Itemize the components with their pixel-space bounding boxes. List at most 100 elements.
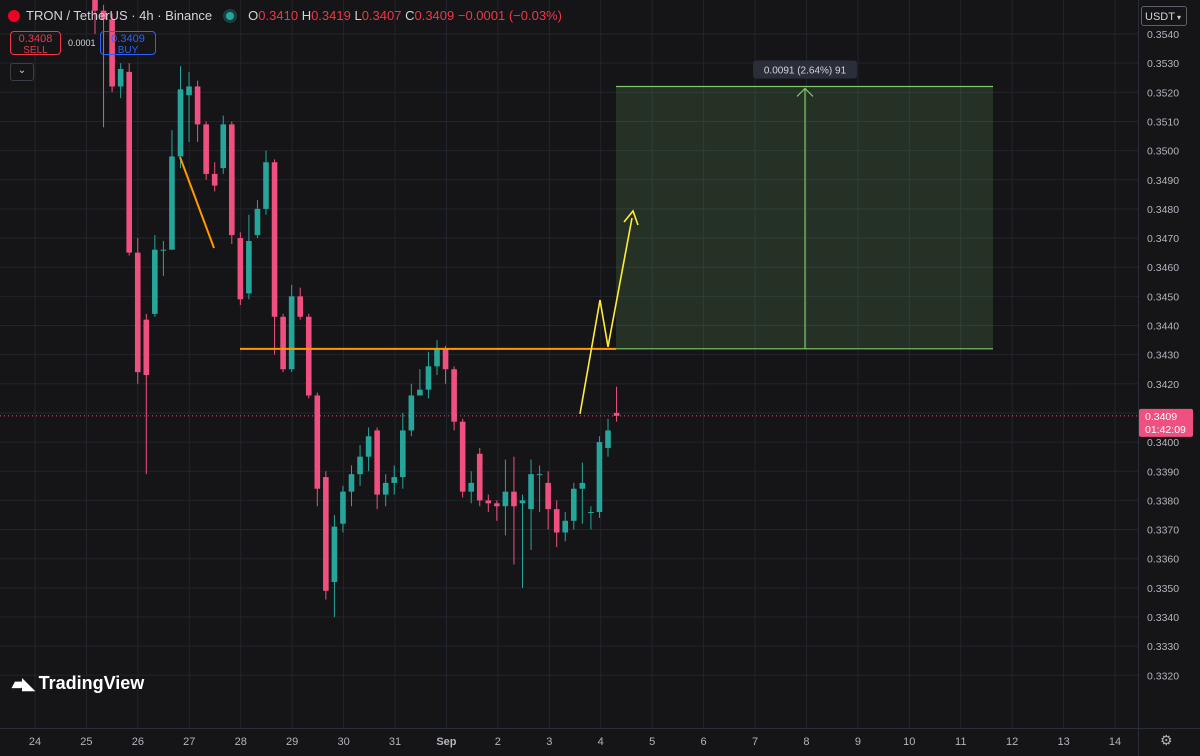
price-tick-label: 0.3380 xyxy=(1147,495,1179,507)
candle[interactable] xyxy=(229,121,235,244)
candle[interactable] xyxy=(434,340,440,376)
candle[interactable] xyxy=(365,427,372,472)
candle[interactable] xyxy=(194,80,201,142)
candle[interactable] xyxy=(391,465,398,495)
candle[interactable] xyxy=(442,345,449,384)
candle-body xyxy=(588,512,594,514)
candle[interactable] xyxy=(459,418,466,498)
open-label: O xyxy=(248,8,259,23)
candle[interactable] xyxy=(374,427,380,510)
currency-label: USDT xyxy=(1145,11,1175,23)
candle[interactable] xyxy=(117,63,124,99)
candles xyxy=(92,0,620,617)
time-axis[interactable]: 24 25 26 27 28 29 30 31 Sep 2 3 4 5 6 7 8 9 10 11 12 13 14 xyxy=(0,728,1138,756)
candle[interactable] xyxy=(297,287,303,320)
candle[interactable] xyxy=(382,474,389,507)
candle[interactable] xyxy=(536,465,543,513)
candle[interactable] xyxy=(417,369,423,396)
candle-body xyxy=(331,526,338,583)
candle-body xyxy=(134,252,141,373)
candlestick-chart[interactable]: 0.0091 (2.64%) 91 xyxy=(0,0,1138,728)
candle[interactable] xyxy=(160,240,167,276)
price-axis[interactable]: 0.3320 0.3330 0.3340 0.3350 0.3360 0.3370 0.33… xyxy=(1138,0,1200,728)
candle[interactable] xyxy=(408,383,415,437)
candle[interactable] xyxy=(323,471,329,600)
candle-body xyxy=(562,520,569,533)
candle[interactable] xyxy=(494,500,500,521)
candle[interactable] xyxy=(305,313,312,399)
candle[interactable] xyxy=(348,465,355,507)
currency-selector[interactable]: USDT ▾ xyxy=(1141,6,1187,26)
candle[interactable] xyxy=(468,471,474,504)
candle-body xyxy=(92,0,98,11)
candle[interactable] xyxy=(100,4,107,128)
candle-body xyxy=(374,430,380,495)
candle[interactable] xyxy=(220,115,227,174)
candle[interactable] xyxy=(545,471,551,530)
candle[interactable] xyxy=(331,514,338,617)
candle-body xyxy=(314,395,321,489)
chevron-down-icon: ▾ xyxy=(1176,13,1181,22)
candle-body xyxy=(237,238,244,300)
candle[interactable] xyxy=(579,462,586,524)
candle[interactable] xyxy=(169,130,175,250)
candle-body xyxy=(485,500,492,504)
candle[interactable] xyxy=(528,459,534,550)
candle-body xyxy=(348,474,355,492)
collapse-button[interactable]: ⌄ xyxy=(10,63,34,81)
candle[interactable] xyxy=(126,63,132,256)
trend-line[interactable] xyxy=(179,156,215,249)
candle[interactable] xyxy=(280,313,286,373)
candle[interactable] xyxy=(152,235,158,317)
symbol-title[interactable]: TRON / TetherUS · 4h · Binance xyxy=(26,8,213,23)
candle[interactable] xyxy=(134,238,141,384)
candle[interactable] xyxy=(237,232,244,306)
target-measure-label: 0.0091 (2.64%) 91 xyxy=(753,60,857,79)
time-tick-label: 28 xyxy=(235,736,247,748)
candle[interactable] xyxy=(109,13,115,93)
candle[interactable] xyxy=(519,494,526,588)
candle[interactable] xyxy=(177,66,184,169)
candle[interactable] xyxy=(288,284,295,373)
sell-button[interactable]: 0.3408 SELL xyxy=(10,31,61,56)
candle[interactable] xyxy=(254,200,261,239)
candle[interactable] xyxy=(476,447,483,507)
candle[interactable] xyxy=(605,418,611,457)
time-tick-label: 25 xyxy=(80,736,92,748)
candle[interactable] xyxy=(203,121,209,180)
candle[interactable] xyxy=(613,386,620,422)
candle[interactable] xyxy=(502,459,509,536)
projection-path[interactable] xyxy=(579,217,633,415)
candle-body xyxy=(109,19,115,87)
candle[interactable] xyxy=(511,456,517,565)
price-tick-label: 0.3320 xyxy=(1147,670,1179,682)
candle[interactable] xyxy=(143,313,150,475)
buy-button[interactable]: 0.3409 BUY xyxy=(100,31,156,56)
candle[interactable] xyxy=(357,445,363,486)
candle[interactable] xyxy=(588,506,594,530)
candle[interactable] xyxy=(92,0,98,34)
gear-icon[interactable]: ⚙ xyxy=(1160,732,1173,748)
tradingview-logo[interactable]: ▰◣ TradingView xyxy=(12,673,144,694)
candle[interactable] xyxy=(340,485,346,533)
candle[interactable] xyxy=(271,159,278,355)
candle[interactable] xyxy=(400,412,406,489)
candle[interactable] xyxy=(571,482,577,530)
candle[interactable] xyxy=(186,71,192,142)
candle[interactable] xyxy=(451,366,457,431)
projection-arrow-head xyxy=(623,209,639,226)
candle[interactable] xyxy=(246,214,252,300)
candle-body xyxy=(263,162,269,209)
candle[interactable] xyxy=(263,150,269,215)
candle[interactable] xyxy=(425,351,432,399)
chart-area[interactable]: 0.0091 (2.64%) 91 xyxy=(0,0,1138,728)
candle[interactable] xyxy=(596,436,603,518)
candle-body xyxy=(211,173,218,186)
candle[interactable] xyxy=(314,392,321,507)
time-tick-label: 24 xyxy=(29,736,41,748)
candle[interactable] xyxy=(485,494,492,513)
candle-body xyxy=(391,477,398,483)
candle[interactable] xyxy=(553,500,560,548)
candle[interactable] xyxy=(562,512,569,542)
candle[interactable] xyxy=(211,162,218,192)
